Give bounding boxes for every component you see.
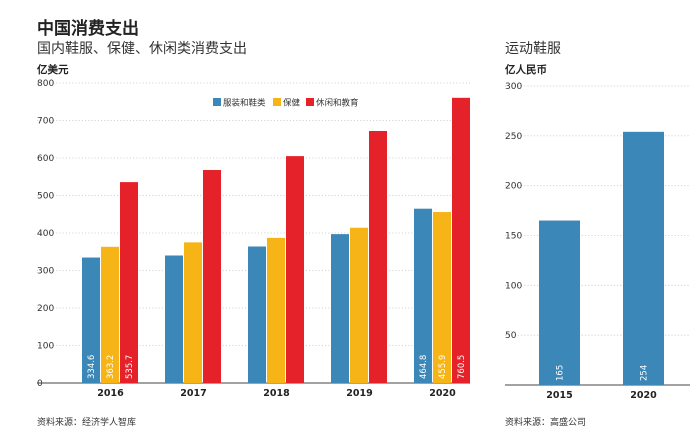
left-chart-unit: 亿美元 [37, 64, 69, 76]
bar [82, 257, 100, 383]
bar [286, 156, 304, 383]
right-chart-unit: 亿人民币 [505, 64, 547, 76]
y-tick-label: 500 [37, 192, 54, 202]
right-chart-source: 资料来源：高盛公司 [505, 418, 587, 428]
data-label: 363.2 [106, 355, 116, 379]
x-tick-label: 2017 [180, 388, 206, 399]
y-tick-label: 150 [505, 232, 522, 242]
y-tick-label: 400 [37, 229, 54, 239]
bar [120, 182, 138, 383]
y-tick-label: 800 [37, 79, 54, 89]
legend-swatch [306, 98, 314, 106]
legend-label: 休闲和教育 [316, 98, 359, 109]
y-tick-label: 300 [505, 82, 522, 92]
data-label: 334.6 [87, 355, 97, 379]
right-chart-subtitle: 运动鞋服 [505, 41, 561, 57]
x-tick-label: 2016 [97, 388, 124, 399]
legend-label: 服装和鞋类 [223, 98, 266, 109]
bar [623, 131, 664, 385]
y-tick-label: 600 [37, 154, 54, 164]
bar [248, 246, 266, 383]
data-label: 535.7 [125, 355, 135, 379]
y-tick-label: 200 [37, 304, 54, 314]
legend-swatch [273, 98, 281, 106]
bar [101, 246, 119, 383]
data-label: 760.5 [457, 355, 467, 379]
bar [203, 170, 221, 383]
bar [539, 220, 580, 385]
y-tick-label: 0 [37, 379, 43, 389]
x-tick-label: 2015 [546, 390, 572, 401]
bar [433, 212, 451, 383]
bar [331, 234, 349, 383]
y-tick-label: 250 [505, 132, 522, 142]
bar [452, 97, 470, 383]
x-tick-label: 2020 [630, 390, 657, 401]
data-label: 254 [640, 365, 650, 381]
bar [267, 237, 285, 383]
bar [350, 227, 368, 383]
page-title: 中国消费支出 [37, 19, 139, 39]
y-tick-label: 200 [505, 182, 522, 192]
left-chart-source: 资料来源：经济学人智库 [37, 418, 137, 428]
bar [414, 208, 432, 383]
bar [184, 242, 202, 383]
y-tick-label: 100 [37, 342, 54, 352]
legend-label: 保健 [283, 98, 301, 109]
data-label: 464.8 [419, 355, 429, 379]
x-tick-label: 2018 [263, 388, 290, 399]
bar [165, 255, 183, 383]
x-tick-label: 2019 [346, 388, 372, 399]
data-label: 165 [556, 365, 566, 381]
y-tick-label: 50 [505, 331, 517, 341]
y-tick-label: 300 [37, 267, 54, 277]
bar [369, 131, 387, 383]
legend-swatch [213, 98, 221, 106]
left-chart-subtitle: 国内鞋服、保健、休闲类消费支出 [37, 41, 247, 57]
data-label: 455.9 [438, 355, 448, 379]
x-tick-label: 2020 [429, 388, 456, 399]
y-tick-label: 700 [37, 117, 54, 127]
y-tick-label: 100 [505, 281, 522, 291]
